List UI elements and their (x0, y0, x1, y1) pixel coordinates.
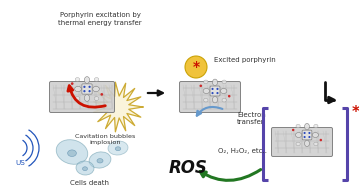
Ellipse shape (296, 124, 300, 128)
Ellipse shape (94, 77, 99, 81)
Ellipse shape (75, 97, 80, 100)
Ellipse shape (83, 167, 88, 171)
FancyBboxPatch shape (82, 84, 92, 94)
Circle shape (320, 139, 322, 141)
Circle shape (83, 86, 85, 88)
Ellipse shape (84, 77, 90, 83)
FancyBboxPatch shape (302, 130, 312, 140)
Circle shape (88, 90, 91, 92)
FancyBboxPatch shape (271, 128, 332, 156)
Ellipse shape (108, 141, 128, 155)
Polygon shape (94, 82, 143, 132)
Circle shape (216, 92, 219, 94)
Ellipse shape (76, 161, 94, 175)
Ellipse shape (222, 80, 226, 84)
Ellipse shape (203, 88, 210, 94)
Text: *: * (352, 105, 359, 119)
Ellipse shape (304, 140, 309, 146)
Ellipse shape (75, 86, 81, 92)
Ellipse shape (312, 132, 318, 137)
Ellipse shape (213, 96, 218, 103)
Ellipse shape (314, 124, 318, 128)
Ellipse shape (296, 142, 300, 146)
FancyBboxPatch shape (50, 81, 115, 112)
Ellipse shape (67, 150, 76, 156)
Text: Electron
transfer: Electron transfer (237, 112, 266, 125)
Ellipse shape (75, 77, 80, 81)
Ellipse shape (84, 95, 90, 101)
Ellipse shape (93, 86, 99, 92)
Text: Porphyrin excitation by
thermal energy transfer: Porphyrin excitation by thermal energy t… (58, 12, 142, 26)
FancyBboxPatch shape (210, 86, 220, 96)
Ellipse shape (115, 147, 121, 151)
Ellipse shape (89, 152, 111, 168)
Ellipse shape (220, 88, 227, 94)
Circle shape (200, 84, 202, 87)
Text: O₂, H₂O₂, etc..: O₂, H₂O₂, etc.. (218, 148, 266, 154)
Circle shape (308, 136, 311, 138)
Circle shape (88, 86, 91, 88)
Ellipse shape (314, 142, 318, 146)
FancyBboxPatch shape (180, 81, 241, 112)
Circle shape (216, 88, 219, 90)
Circle shape (308, 132, 311, 134)
Text: ROS: ROS (169, 159, 208, 177)
Text: *: * (192, 60, 200, 74)
Circle shape (185, 56, 207, 78)
Text: US: US (15, 160, 25, 166)
Ellipse shape (295, 132, 302, 137)
Ellipse shape (204, 80, 208, 84)
Text: Excited porphyrin: Excited porphyrin (214, 57, 276, 63)
Ellipse shape (213, 79, 218, 86)
Ellipse shape (94, 97, 99, 100)
Circle shape (304, 136, 306, 138)
Circle shape (292, 129, 294, 131)
Ellipse shape (222, 98, 226, 102)
Circle shape (228, 95, 230, 98)
Circle shape (304, 132, 306, 134)
Circle shape (211, 88, 214, 90)
Text: Cells death: Cells death (70, 180, 109, 186)
Ellipse shape (97, 159, 103, 163)
Circle shape (211, 92, 214, 94)
Ellipse shape (56, 140, 88, 164)
Text: Cavitation bubbles
implosion: Cavitation bubbles implosion (75, 134, 135, 145)
Circle shape (83, 90, 85, 92)
Ellipse shape (304, 123, 309, 130)
Circle shape (71, 82, 74, 85)
Circle shape (101, 93, 103, 96)
Ellipse shape (204, 98, 208, 102)
